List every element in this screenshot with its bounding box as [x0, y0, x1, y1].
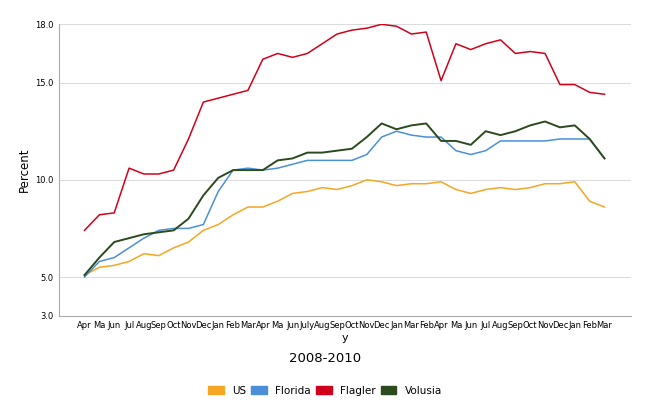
Text: 2008-2010: 2008-2010 — [289, 352, 361, 365]
X-axis label: y: y — [341, 333, 348, 343]
Y-axis label: Percent: Percent — [18, 148, 31, 192]
Legend: US, Florida, Flagler, Volusia: US, Florida, Flagler, Volusia — [208, 386, 442, 396]
